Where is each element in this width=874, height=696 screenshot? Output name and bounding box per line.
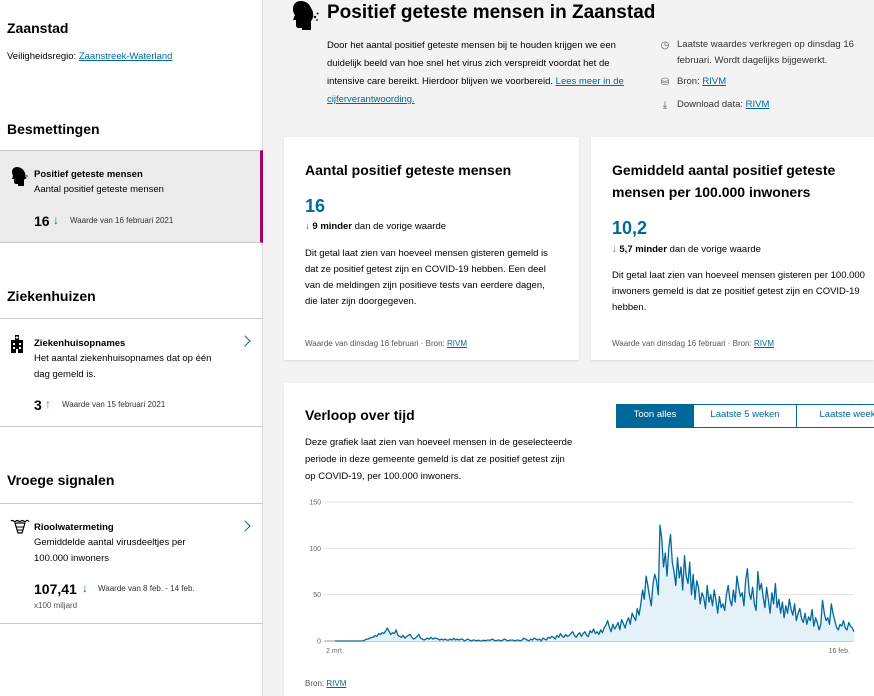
- item-title: Positief geteste mensen: [34, 169, 143, 180]
- diff-text: dan de vorige waarde: [669, 244, 761, 255]
- card-footer: Waarde van dinsdag 16 februari · Bron: R…: [305, 339, 467, 348]
- tab-laatste-5-weken[interactable]: Laatste 5 weken: [693, 405, 796, 427]
- clock-icon: ◷: [660, 40, 670, 51]
- item-value: 3: [34, 397, 42, 413]
- item-title: Rioolwatermeting: [34, 522, 114, 533]
- region-label-text: Veiligheidsregio:: [7, 51, 77, 62]
- card-footer: Waarde van dinsdag 16 februari · Bron: R…: [612, 339, 774, 348]
- chart-description: Deze grafiek laat zien van hoeveel mense…: [305, 437, 573, 482]
- y-tick-label: 50: [313, 592, 321, 599]
- meta-updated-text: Laatste waardes verkregen op dinsdag 16 …: [677, 39, 854, 66]
- kpi-card-daily: Aantal positief geteste mensen 16 ↓ 9 mi…: [284, 137, 579, 360]
- sewer-water-icon: [10, 519, 30, 534]
- page-intro: Door het aantal positief geteste mensen …: [327, 37, 637, 109]
- time-range-tabs: Toon alles Laatste 5 weken Laatste week: [616, 404, 874, 428]
- card-source-link[interactable]: RIVM: [447, 339, 468, 348]
- chart-title: Verloop over tijd: [305, 407, 415, 423]
- sidebar: Zaanstad Veiligheidsregio: Zaanstreek-Wa…: [0, 0, 263, 696]
- arrow-down-icon: ↓: [82, 581, 88, 595]
- item-description: Gemiddelde aantal virusdeeltjes per 100.…: [34, 537, 186, 564]
- sidebar-title: Zaanstad: [7, 20, 69, 36]
- meta-source-row: Bron: RIVM: [677, 74, 872, 90]
- item-value: 107,41: [34, 581, 77, 597]
- sidebar-item-rioolwatermeting[interactable]: Rioolwatermeting Gemiddelde aantal virus…: [0, 503, 263, 624]
- region-link[interactable]: Zaanstreek-Waterland: [78, 51, 173, 62]
- card-source-link[interactable]: RIVM: [754, 339, 775, 348]
- meta-source-label: Bron:: [677, 76, 700, 87]
- page-title: Positief geteste mensen in Zaanstad: [327, 2, 656, 23]
- sidebar-item-positief-geteste-mensen[interactable]: Positief geteste mensen Aantal positief …: [0, 150, 263, 243]
- card-footer-text: Waarde van dinsdag 16 februari · Bron:: [612, 339, 752, 348]
- y-tick-label: 0: [317, 639, 321, 646]
- download-icon: ⤓: [662, 100, 668, 111]
- diff-amount: 9 minder: [312, 221, 352, 232]
- item-title: Ziekenhuisopnames: [34, 338, 126, 349]
- arrow-up-icon: ↑: [45, 397, 51, 411]
- chart-source-link[interactable]: RIVM: [326, 679, 347, 688]
- database-icon: ⛁: [660, 77, 670, 88]
- section-heading-besmettingen: Besmettingen: [7, 121, 100, 137]
- section-heading-vroege-signalen: Vroege signalen: [7, 472, 115, 488]
- x-tick-label: 16 feb.: [829, 648, 850, 655]
- meta-download: ⤓ Download data: RIVM: [659, 97, 869, 113]
- y-tick-label: 100: [309, 546, 321, 553]
- meta-source-link[interactable]: RIVM: [702, 76, 727, 87]
- card-diff: ↓ 5,7 minder dan de vorige waarde: [612, 244, 761, 255]
- meta-source: ⛁ Bron: RIVM: [659, 74, 869, 90]
- x-tick-label: 2 mrt.: [326, 648, 344, 655]
- page-header: Positief geteste mensen in Zaanstad Door…: [263, 0, 874, 122]
- meta-download-label: Download data:: [677, 99, 744, 110]
- item-description: Het aantal ziekenhuisopnames dat op één …: [34, 353, 212, 380]
- item-date: Waarde van 8 feb. - 14 feb.: [98, 584, 195, 593]
- item-date: Waarde van 16 februari 2021: [70, 216, 174, 225]
- card-footer-text: Waarde van dinsdag 16 februari · Bron:: [305, 339, 445, 348]
- item-unit: x100 miljard: [34, 601, 78, 610]
- hospital-icon: [11, 335, 23, 353]
- chevron-right-icon[interactable]: [239, 335, 251, 347]
- kpi-card-per-100k: Gemiddeld aantal positief geteste mensen…: [591, 137, 874, 360]
- meta-download-row: Download data: RIVM: [677, 97, 872, 113]
- y-tick-label: 150: [309, 500, 321, 507]
- card-description: Dit getal laat zien van hoeveel mensen g…: [305, 248, 548, 307]
- item-date: Waarde van 15 februari 2021: [62, 400, 166, 409]
- series-line: [335, 524, 855, 642]
- card-diff: ↓ 9 minder dan de vorige waarde: [305, 221, 446, 232]
- item-value: 16: [34, 213, 50, 229]
- chevron-right-icon[interactable]: [239, 520, 251, 532]
- arrow-down-icon: ↓: [612, 244, 617, 255]
- chart-card: Verloop over tijd Toon alles Laatste 5 w…: [284, 383, 874, 696]
- tab-toon-alles[interactable]: Toon alles: [617, 405, 693, 427]
- item-description: Aantal positief geteste mensen: [34, 184, 164, 195]
- series-area: [335, 525, 854, 641]
- card-title: Gemiddeld aantal positief geteste mensen…: [612, 162, 836, 200]
- person-cough-icon: [293, 1, 319, 30]
- card-value: 10,2: [612, 218, 648, 238]
- diff-amount: 5,7 minder: [619, 244, 667, 255]
- section-heading-ziekenhuizen: Ziekenhuizen: [7, 288, 96, 304]
- sidebar-item-ziekenhuisopnames[interactable]: Ziekenhuisopnames Het aantal ziekenhuiso…: [0, 318, 263, 427]
- meta-updated: ◷ Laatste waardes verkregen op dinsdag 1…: [659, 37, 869, 71]
- arrow-down-icon: ↓: [53, 213, 59, 227]
- diff-text: dan de vorige waarde: [354, 221, 447, 232]
- chart-source: Bron: RIVM: [305, 679, 346, 688]
- person-cough-icon: [12, 167, 28, 186]
- card-value: 16: [305, 196, 326, 216]
- card-description: Dit getal laat zien van hoeveel mensen g…: [612, 270, 865, 313]
- card-title: Aantal positief geteste mensen: [305, 162, 512, 178]
- meta-download-link[interactable]: RIVM: [745, 99, 770, 110]
- intro-text: Door het aantal positief geteste mensen …: [327, 40, 616, 87]
- intro-link[interactable]: Lees meer in de cijferverantwoording.: [327, 76, 624, 105]
- tab-laatste-week[interactable]: Laatste week: [796, 405, 874, 427]
- arrow-down-icon: ↓: [305, 221, 310, 232]
- chart-source-label: Bron:: [305, 679, 325, 688]
- line-chart: 0 50 100 150 2 mrt. 16 feb.: [309, 500, 855, 655]
- region-label: Veiligheidsregio: Zaanstreek-Waterland: [7, 51, 172, 62]
